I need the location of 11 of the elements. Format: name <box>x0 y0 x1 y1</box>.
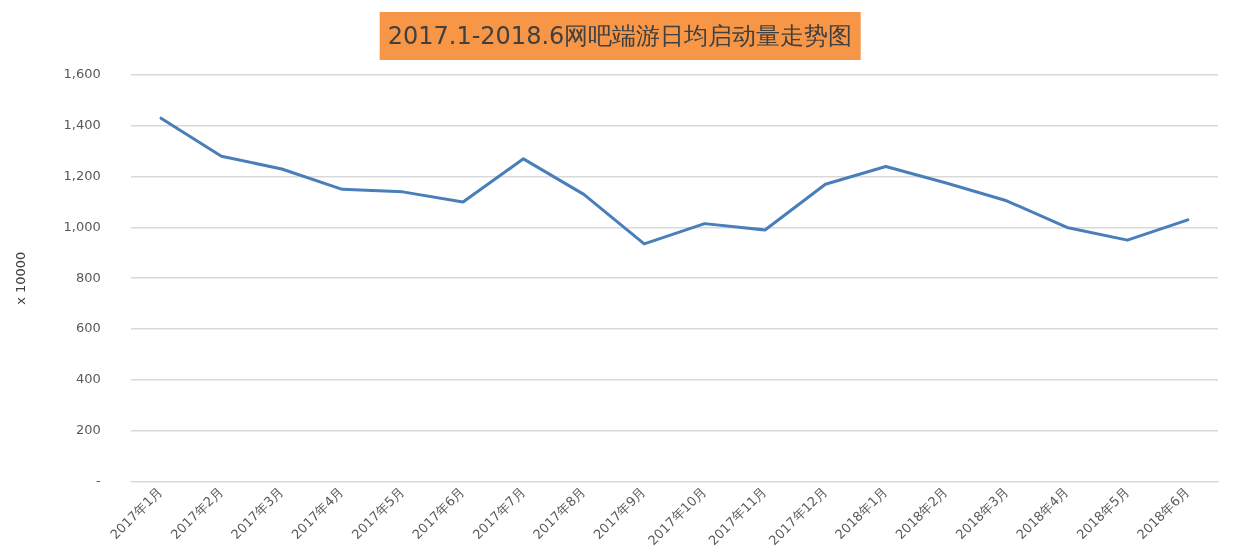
y-tick-label: 200 <box>75 422 101 438</box>
y-tick-label: 1,200 <box>63 168 101 183</box>
y-axis-title: x 10000 <box>13 251 29 305</box>
y-tick-label: 600 <box>75 320 101 336</box>
y-tick-label: 400 <box>75 371 101 387</box>
y-tick-label: 800 <box>75 269 101 285</box>
y-tick-label: 1,400 <box>63 117 101 133</box>
y-tick-label: - <box>96 472 102 488</box>
chart-title: 2017.1-2018.6网吧端游日均启动量走势图 <box>379 12 861 60</box>
y-tick-label: 1,000 <box>63 218 101 234</box>
y-tick-label: 1,600 <box>63 66 101 82</box>
